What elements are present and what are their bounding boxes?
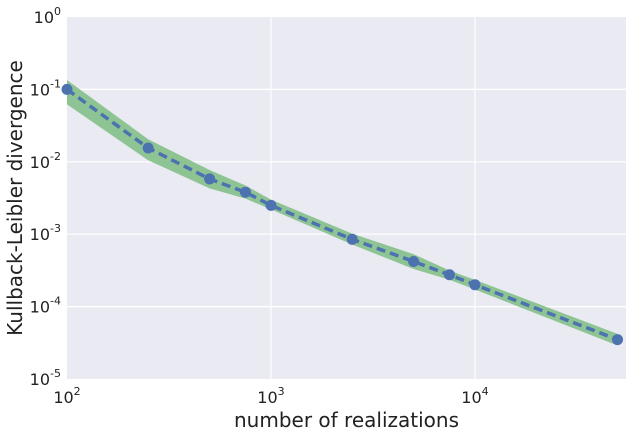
data-point bbox=[612, 334, 624, 346]
data-point bbox=[346, 233, 358, 245]
y-tick-label: 100 bbox=[34, 5, 61, 27]
y-axis-label: Kullback-Leibler divergence bbox=[3, 60, 27, 336]
x-tick-label: 104 bbox=[461, 385, 488, 407]
y-tick-label: 10-2 bbox=[30, 150, 61, 172]
x-tick-label: 102 bbox=[53, 385, 80, 407]
data-point bbox=[408, 255, 420, 267]
data-point bbox=[443, 269, 455, 281]
plot-background bbox=[67, 17, 626, 379]
series-dashed-line bbox=[65, 87, 619, 342]
data-point bbox=[61, 83, 73, 95]
data-point bbox=[265, 199, 277, 211]
y-tick-label: 10-1 bbox=[30, 77, 61, 99]
y-tick-label: 10-3 bbox=[30, 222, 61, 244]
series-line bbox=[65, 87, 619, 342]
data-point bbox=[240, 186, 251, 198]
x-tick-label: 103 bbox=[257, 385, 284, 407]
y-tick-label: 10-4 bbox=[30, 295, 61, 317]
y-tick-labels: 100 10-1 10-2 10-3 10-4 10-5 bbox=[30, 5, 61, 389]
x-tick-labels: 102 103 104 bbox=[53, 385, 488, 407]
data-point bbox=[204, 173, 216, 185]
data-point bbox=[142, 142, 154, 154]
y-tick-label: 10-5 bbox=[30, 367, 61, 389]
series-points bbox=[61, 83, 624, 346]
data-point bbox=[469, 279, 481, 291]
x-axis-label: number of realizations bbox=[234, 408, 459, 432]
